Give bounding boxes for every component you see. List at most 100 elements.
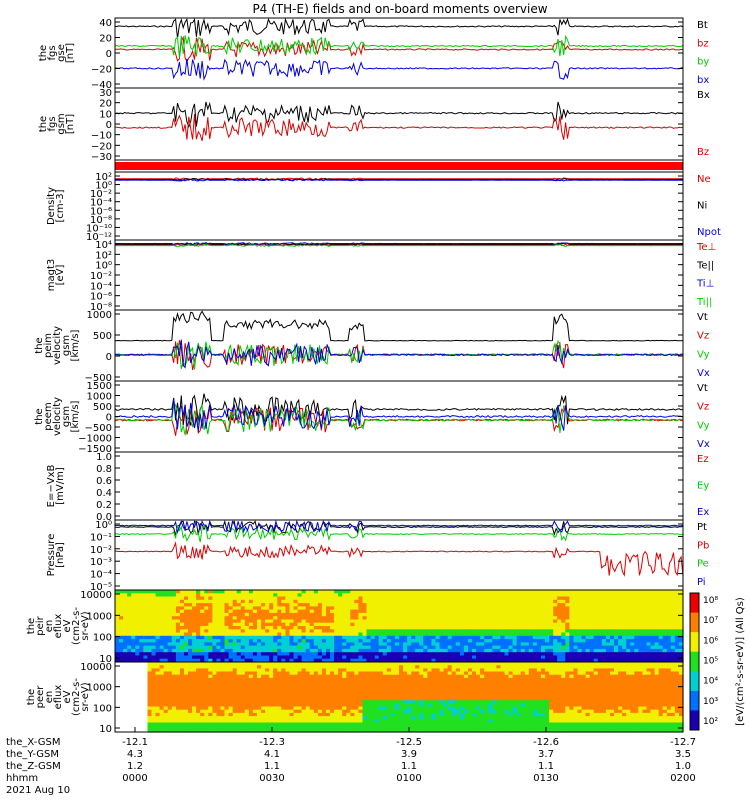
spectrogram-cell xyxy=(269,703,274,708)
spectrogram-cell xyxy=(200,593,205,598)
spectrogram-cell xyxy=(212,693,218,698)
spectrogram-cell xyxy=(670,639,676,643)
spectrogram-cell xyxy=(386,684,392,689)
spectrogram-cell xyxy=(216,648,222,653)
spectrogram-cell xyxy=(293,709,299,714)
spectrogram-cell xyxy=(285,693,291,698)
spectrogram-cell xyxy=(520,639,526,643)
spectrogram-cell xyxy=(520,619,526,624)
spectrogram-cell xyxy=(175,632,181,637)
spectrogram-cell xyxy=(240,677,246,682)
ytick-label: 10⁻⁴ xyxy=(90,281,112,292)
spectrogram-cell xyxy=(147,626,153,630)
spectrogram-cell xyxy=(281,658,286,663)
spectrogram-cell xyxy=(155,603,161,607)
spectrogram-cell xyxy=(179,719,185,724)
spectrogram-cell xyxy=(589,658,595,663)
spectrogram-cell xyxy=(618,635,623,640)
spectrogram-cell xyxy=(208,665,213,669)
spectrogram-cell xyxy=(439,616,445,621)
spectrogram-cell xyxy=(366,712,372,717)
spectrogram-cell xyxy=(151,687,157,692)
spectrogram-cell xyxy=(159,728,165,733)
spectrogram-cell xyxy=(476,609,481,614)
spectrogram-cell xyxy=(565,652,570,657)
spectrogram-cell xyxy=(415,599,420,604)
legend-Ey: Ey xyxy=(697,481,709,492)
spectrogram-cell xyxy=(334,728,339,733)
spectrogram-cell xyxy=(472,599,477,604)
spectrogram-cell xyxy=(143,725,149,730)
spectrogram-cell xyxy=(119,722,124,727)
spectrogram-cell xyxy=(581,652,587,657)
spectrogram-cell xyxy=(285,665,291,669)
spectrogram-cell xyxy=(240,728,246,733)
spectrogram-cell xyxy=(232,690,238,695)
spectrogram-cell xyxy=(289,599,295,604)
spectrogram-cell xyxy=(350,693,355,698)
spectrogram-cell xyxy=(297,648,303,653)
spectrogram-cell xyxy=(224,690,230,695)
spectrogram-cell xyxy=(184,687,189,692)
spectrogram-cell xyxy=(131,719,136,724)
spectrogram-cell xyxy=(309,693,315,698)
spectrogram-cell xyxy=(212,616,218,621)
spectrogram-cell xyxy=(411,616,416,621)
spectrogram-cell xyxy=(670,622,676,627)
spectrogram-cell xyxy=(407,700,412,704)
spectrogram-cell xyxy=(597,590,603,594)
spectrogram-cell xyxy=(407,603,412,607)
spectrogram-cell xyxy=(220,712,226,717)
spectrogram-cell xyxy=(196,668,201,673)
spectrogram-cell xyxy=(261,658,266,663)
spectrogram-cell xyxy=(573,652,579,657)
spectrogram-cell xyxy=(386,722,392,727)
spectrogram-cell xyxy=(232,684,238,689)
spectrogram-cell xyxy=(293,671,299,676)
spectrogram-cell xyxy=(573,593,579,598)
spectrogram-cell xyxy=(212,703,218,708)
spectrogram-cell xyxy=(557,652,562,657)
spectrogram-cell xyxy=(439,648,445,653)
spectrogram-cell xyxy=(565,596,570,601)
spectrogram-cell xyxy=(321,658,327,663)
spectrogram-cell xyxy=(220,706,226,711)
spectrogram-cell xyxy=(151,665,157,669)
spectrogram-cell xyxy=(589,642,595,647)
spectrogram-cell xyxy=(220,658,226,663)
spectrogram-cell xyxy=(155,728,161,733)
spectrogram-cell xyxy=(488,635,493,640)
spectrogram-cell xyxy=(577,609,583,614)
spectrogram-cell xyxy=(403,593,408,598)
spectrogram-cell xyxy=(261,603,266,607)
spectrogram-cell xyxy=(585,619,591,624)
spectrogram-cell xyxy=(338,606,343,611)
spectrogram-cell xyxy=(459,612,465,617)
spectrogram-cell xyxy=(151,612,157,617)
spectrogram-cell xyxy=(265,677,270,682)
spectrogram-cell xyxy=(520,593,526,598)
spectrogram-cell xyxy=(589,599,595,604)
spectrogram-cell xyxy=(293,687,299,692)
spectrogram-cell xyxy=(175,642,181,647)
spectrogram-cell xyxy=(281,687,286,692)
spectrogram-cell xyxy=(135,609,140,614)
spectrogram-cell xyxy=(536,609,542,614)
spectrogram-cell xyxy=(601,629,607,634)
spectrogram-cell xyxy=(228,645,234,650)
spectrogram-cell xyxy=(650,606,656,611)
spectrogram-cell xyxy=(476,635,481,640)
spectrogram-cell xyxy=(374,616,380,621)
spectrogram-cell xyxy=(175,728,181,733)
spectrogram-cell xyxy=(431,645,437,650)
spectrogram-cell xyxy=(281,719,286,724)
spectrogram-cell xyxy=(220,662,226,666)
spectrogram-cell xyxy=(678,645,684,650)
spectrogram-cell xyxy=(423,648,428,653)
spectrogram-cell xyxy=(366,635,372,640)
spectrogram-cell xyxy=(273,668,278,673)
spectrogram-cell xyxy=(622,616,627,621)
spectrogram-cell xyxy=(492,609,497,614)
spectrogram-cell xyxy=(496,639,502,643)
spectrogram-cell xyxy=(175,722,181,727)
